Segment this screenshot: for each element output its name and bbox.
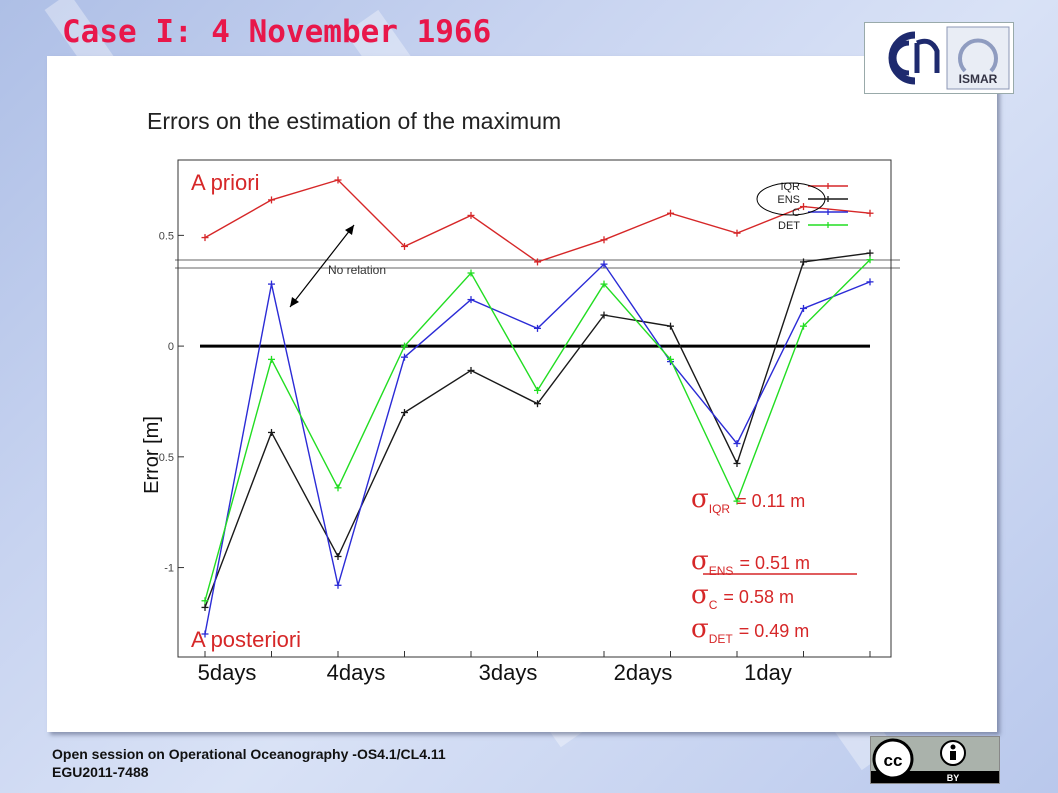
data-point-c bbox=[467, 296, 475, 304]
data-point-ens bbox=[667, 322, 674, 330]
no-relation-label: No relation bbox=[328, 263, 386, 277]
y-axis-label: Error [m] bbox=[141, 416, 163, 494]
footer-session: Open session on Operational Oceanography… bbox=[52, 746, 446, 762]
series-lines bbox=[201, 176, 874, 638]
x-axis-ticks bbox=[204, 651, 871, 657]
chart-subtitle: Errors on the estimation of the maximum bbox=[147, 108, 562, 134]
data-point-c bbox=[201, 630, 209, 638]
x-group-label: 1day bbox=[744, 660, 792, 685]
data-point-iqr bbox=[800, 203, 807, 211]
x-axis-group-labels: 5days 4days 3days 2days 1day bbox=[198, 660, 792, 685]
a-posteriori-label: A posteriori bbox=[191, 627, 301, 652]
stat-c: σC = 0.58 m bbox=[691, 580, 794, 612]
data-point-det bbox=[268, 355, 275, 363]
data-point-det bbox=[334, 484, 342, 492]
data-point-c bbox=[866, 278, 874, 286]
cc-icon bbox=[872, 738, 914, 780]
y-tick-label: -1 bbox=[164, 563, 174, 575]
license-by-label: BY bbox=[947, 773, 960, 783]
data-point-det bbox=[600, 280, 608, 288]
data-point-ens bbox=[600, 311, 608, 319]
data-point-iqr bbox=[401, 242, 408, 250]
data-point-ens bbox=[800, 258, 807, 266]
data-point-det bbox=[733, 497, 741, 505]
stat-iqr: σIQR = 0.11 m bbox=[691, 484, 805, 516]
cnr-logo-icon: ISMAR bbox=[888, 26, 1010, 90]
cc-license-badge[interactable]: cc BY bbox=[870, 736, 1000, 784]
legend-label-ens: ENS bbox=[777, 194, 800, 206]
data-point-det bbox=[534, 386, 541, 394]
y-tick-label: 0 bbox=[168, 341, 174, 353]
data-point-c bbox=[334, 581, 342, 589]
data-point-c bbox=[800, 304, 807, 312]
data-point-ens bbox=[733, 459, 741, 467]
data-point-c bbox=[733, 440, 741, 448]
x-group-label: 3days bbox=[479, 660, 538, 685]
data-point-ens bbox=[334, 552, 342, 560]
footer-abstract-id: EGU2011-7488 bbox=[52, 764, 149, 780]
data-point-iqr bbox=[600, 236, 608, 244]
y-tick-label: -0.5 bbox=[155, 452, 174, 464]
data-point-ens bbox=[467, 366, 475, 374]
svg-text:cc: cc bbox=[884, 751, 903, 770]
y-tick-label: 0.5 bbox=[159, 230, 174, 242]
ismar-logo-text: ISMAR bbox=[959, 72, 998, 86]
data-point-iqr bbox=[534, 258, 541, 266]
data-point-iqr bbox=[201, 234, 209, 242]
data-point-det bbox=[866, 256, 874, 264]
data-point-iqr bbox=[667, 209, 674, 217]
institution-logos: ISMAR bbox=[864, 22, 1014, 94]
x-group-label: 4days bbox=[327, 660, 386, 685]
plot-frame bbox=[177, 159, 892, 658]
data-point-c bbox=[401, 353, 408, 361]
legend-label-c: C bbox=[792, 207, 800, 219]
data-point-ens bbox=[534, 400, 541, 408]
data-point-det bbox=[201, 597, 209, 605]
data-point-ens bbox=[401, 409, 408, 417]
data-point-iqr bbox=[268, 196, 275, 204]
a-priori-label: A priori bbox=[191, 170, 259, 195]
y-axis-ticks: -1 -0.5 0 0.5 bbox=[155, 230, 184, 575]
data-point-iqr bbox=[467, 211, 475, 219]
slide-title: Case I: 4 November 1966 bbox=[62, 14, 492, 50]
data-point-c bbox=[268, 280, 275, 288]
data-point-iqr bbox=[866, 209, 874, 217]
ens-legend-highlight bbox=[756, 182, 826, 216]
data-point-det bbox=[800, 322, 807, 330]
data-point-iqr bbox=[733, 229, 741, 237]
stat-det: σDET = 0.49 m bbox=[691, 614, 809, 646]
x-group-label: 2days bbox=[614, 660, 673, 685]
data-point-ens bbox=[866, 249, 874, 257]
no-relation-arrow bbox=[289, 224, 355, 308]
data-point-c bbox=[534, 324, 541, 332]
data-point-det bbox=[667, 355, 674, 363]
legend-label-det: DET bbox=[778, 220, 800, 232]
data-point-iqr bbox=[334, 176, 342, 184]
data-point-ens bbox=[201, 603, 209, 611]
legend-label-iqr: IQR bbox=[780, 181, 800, 193]
data-point-c bbox=[600, 260, 608, 268]
error-line-chart: -1 -0.5 0 0.5 A priori A posteriori No rela… bbox=[141, 159, 900, 685]
data-point-det bbox=[401, 342, 408, 350]
data-point-ens bbox=[268, 428, 275, 436]
data-point-det bbox=[467, 269, 475, 277]
x-group-label: 5days bbox=[198, 660, 257, 685]
chart-container: -1 -0.5 0 0.5 A priori A posteriori No rela… bbox=[128, 155, 900, 692]
